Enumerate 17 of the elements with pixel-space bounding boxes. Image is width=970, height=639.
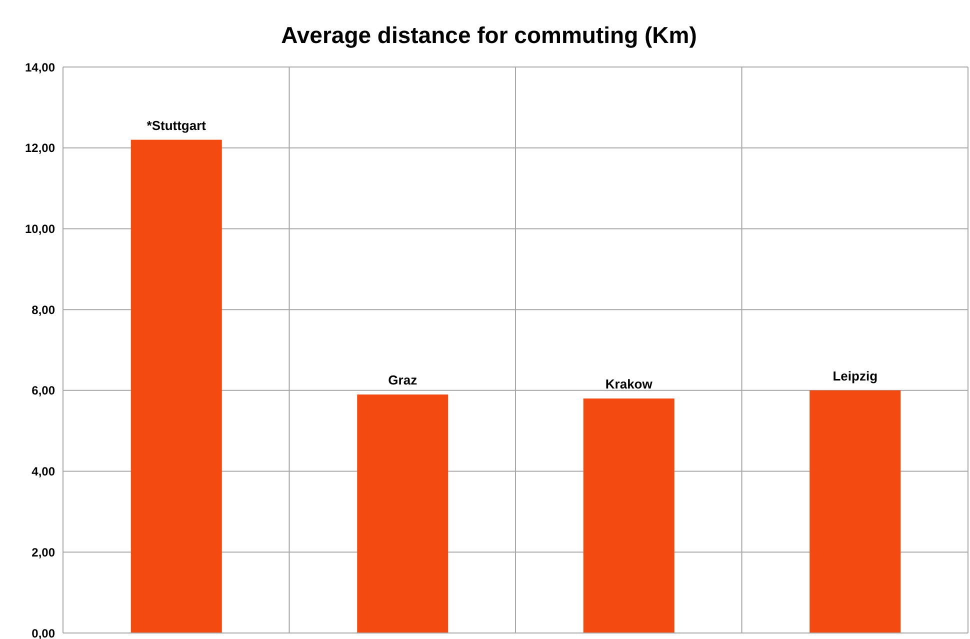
y-tick-label: 2,00: [32, 545, 56, 560]
y-tick-label: 10,00: [24, 222, 56, 236]
y-tick-label: 8,00: [32, 302, 56, 317]
x-tick-label: *Stuttgart: [146, 118, 207, 133]
x-tick-label: Krakow: [605, 376, 654, 392]
chart-title: Average distance for commuting (Km): [280, 22, 698, 49]
y-tick-label: 4,00: [32, 464, 56, 479]
y-tick-label: 6,00: [32, 384, 56, 398]
y-tick-label: 0,00: [32, 626, 56, 639]
bar: [357, 394, 448, 633]
x-tick-label: Graz: [388, 372, 418, 388]
y-tick-label: 12,00: [24, 141, 56, 156]
y-tick-label: 14,00: [24, 60, 56, 74]
bar: [583, 398, 674, 633]
bar: [130, 140, 222, 633]
bar: [810, 390, 901, 633]
x-tick-label: Leipzig: [832, 368, 878, 384]
